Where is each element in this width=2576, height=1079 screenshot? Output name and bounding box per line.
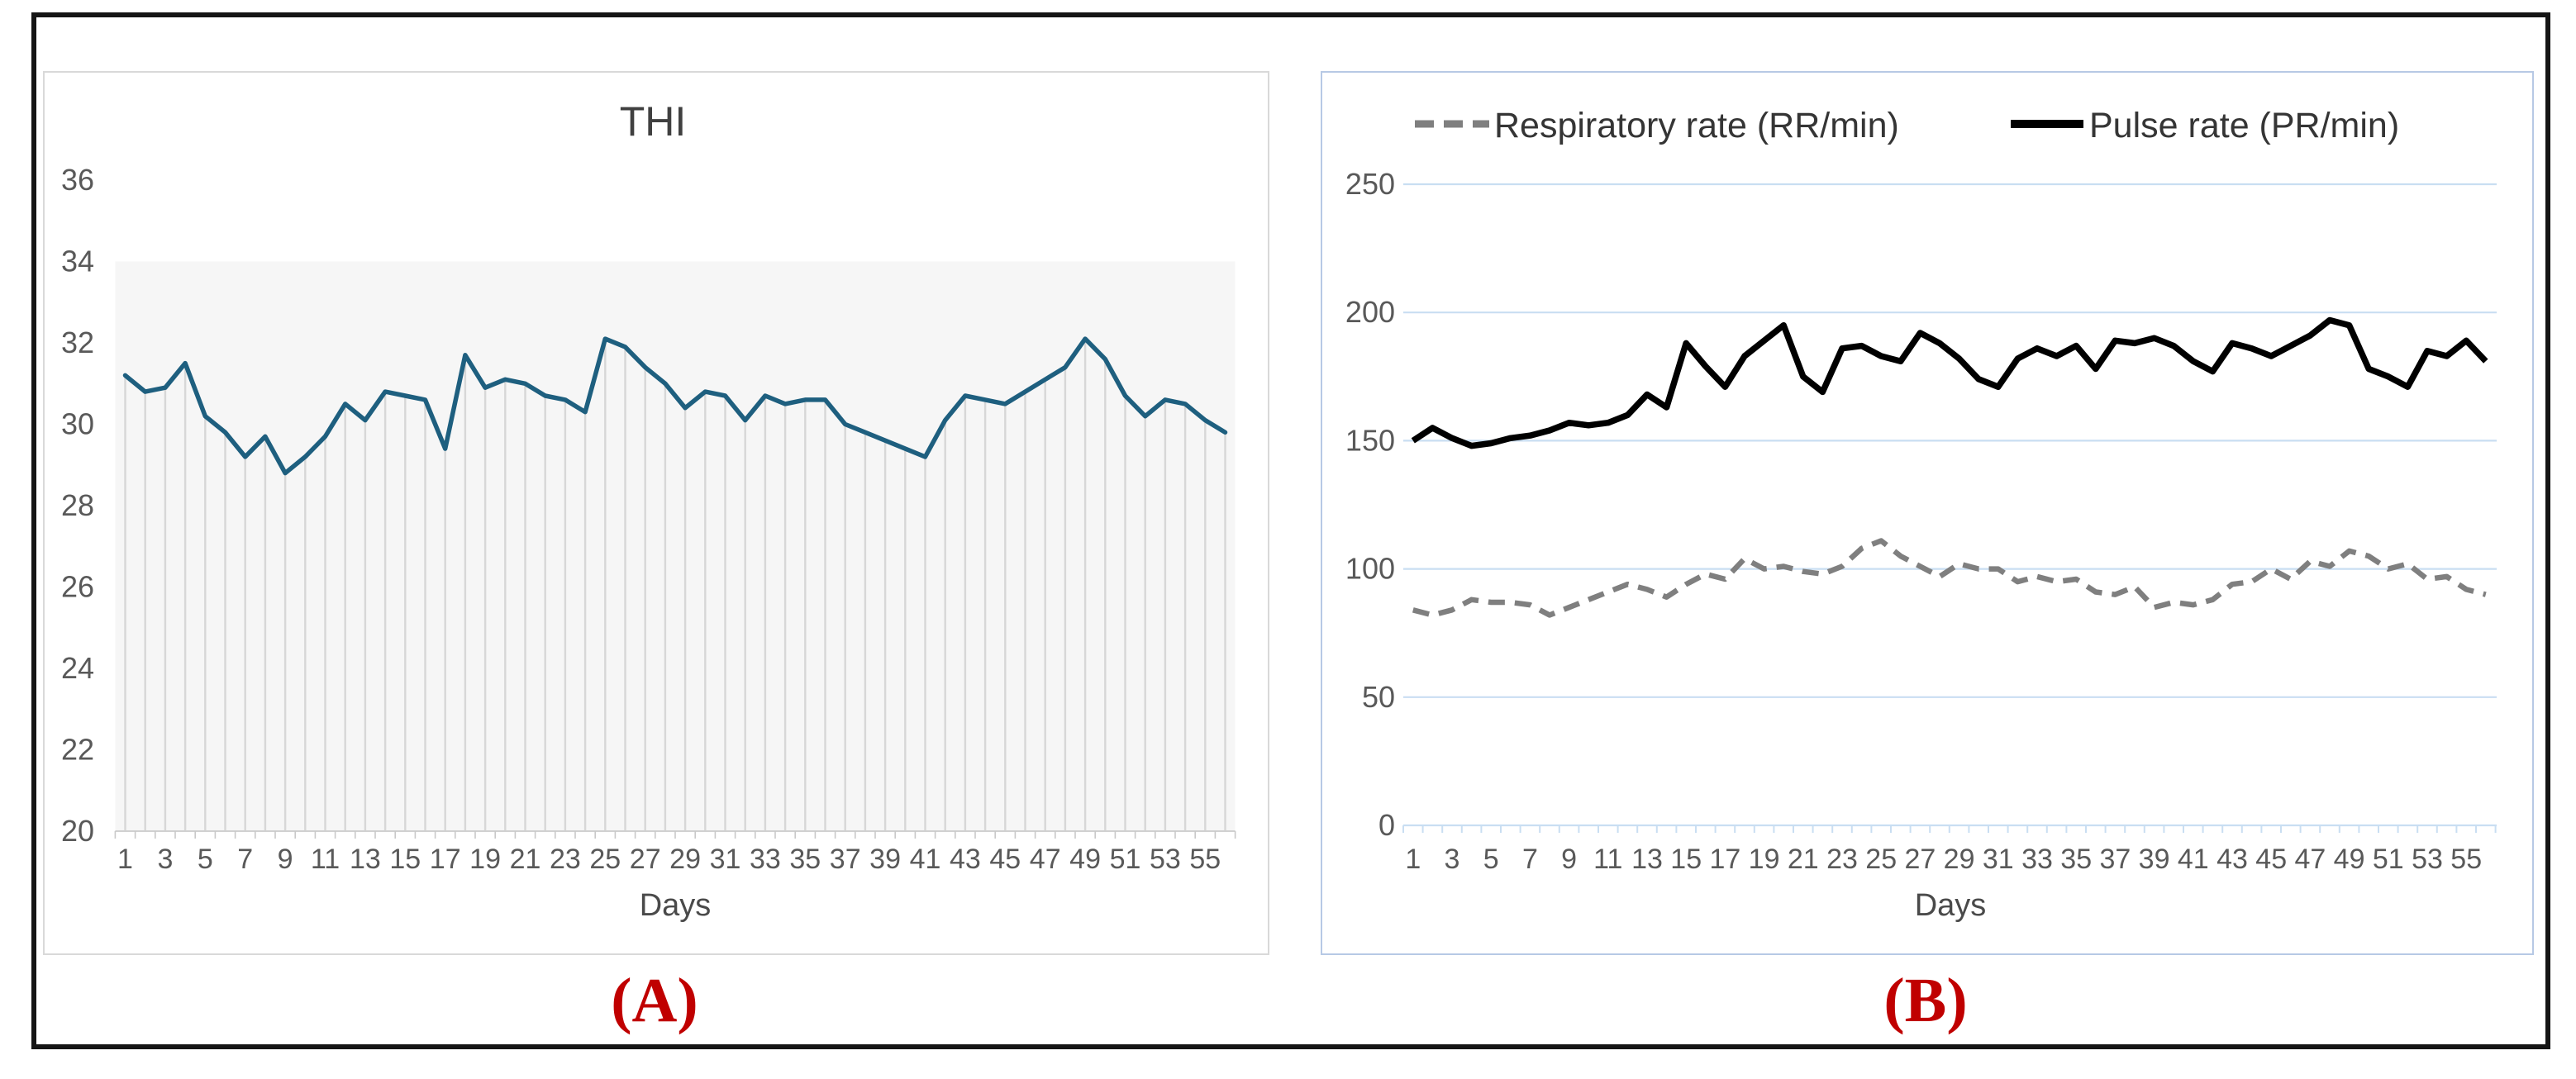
svg-text:45: 45 — [989, 844, 1021, 875]
svg-text:20: 20 — [61, 814, 94, 848]
svg-text:21: 21 — [510, 844, 541, 875]
svg-text:7: 7 — [1522, 844, 1538, 875]
svg-text:1: 1 — [117, 844, 133, 875]
svg-text:11: 11 — [311, 844, 340, 875]
svg-text:11: 11 — [1593, 844, 1622, 875]
svg-text:47: 47 — [2294, 844, 2326, 875]
svg-text:32: 32 — [61, 326, 94, 359]
svg-text:51: 51 — [1110, 844, 1141, 875]
x-axis-labels: 1 3 5 7 9 11 13 15 17 19 21 23 25 27 29 31 33 35 37 39 41 43 4… — [1405, 844, 2482, 875]
pulse-rate-line — [1411, 316, 2488, 449]
svg-text:19: 19 — [1749, 844, 1780, 875]
svg-text:17: 17 — [430, 844, 461, 875]
x-axis-labels: 1 3 5 7 9 11 13 15 17 19 21 23 25 27 29 31 33 35 37 39 41 43 4… — [117, 844, 1221, 875]
svg-text:43: 43 — [950, 844, 981, 875]
svg-text:45: 45 — [2255, 844, 2287, 875]
svg-text:100: 100 — [1345, 552, 1395, 586]
svg-text:41: 41 — [910, 844, 941, 875]
plot-band — [115, 261, 1236, 831]
svg-text:27: 27 — [630, 844, 661, 875]
svg-text:17: 17 — [1709, 844, 1740, 875]
svg-text:30: 30 — [61, 407, 94, 441]
svg-text:21: 21 — [1788, 844, 1819, 875]
caption-a: (A) — [611, 966, 698, 1035]
y-axis-labels: 250 200 150 100 50 0 — [1345, 167, 1395, 842]
svg-text:55: 55 — [2450, 844, 2482, 875]
svg-text:7: 7 — [237, 844, 253, 875]
svg-text:53: 53 — [2412, 844, 2443, 875]
svg-text:25: 25 — [589, 844, 621, 875]
svg-text:9: 9 — [1561, 844, 1577, 875]
legend-respiratory-label: Respiratory rate (RR/min) — [1494, 106, 1899, 145]
svg-text:41: 41 — [2178, 844, 2209, 875]
svg-text:39: 39 — [869, 844, 901, 875]
chart-a-title: THI — [620, 98, 687, 145]
svg-text:33: 33 — [750, 844, 781, 875]
horizontal-gridlines — [1403, 183, 2497, 827]
svg-text:0: 0 — [1378, 808, 1395, 842]
svg-text:50: 50 — [1362, 680, 1395, 714]
legend-pulse-label: Pulse rate (PR/min) — [2089, 106, 2399, 145]
svg-text:49: 49 — [2334, 844, 2365, 875]
x-axis-ticks — [114, 831, 1236, 839]
vitals-chart-panel: 250 200 150 100 50 0 1 3 5 7 9 11 13 15 17 19 21 23 25 27 29… — [1321, 71, 2534, 955]
svg-text:19: 19 — [469, 844, 501, 875]
svg-text:55: 55 — [1189, 844, 1221, 875]
svg-text:250: 250 — [1345, 167, 1395, 201]
svg-text:29: 29 — [669, 844, 701, 875]
vitals-legend: Respiratory rate (RR/min) Pulse rate (PR… — [1415, 106, 2399, 145]
svg-text:3: 3 — [1445, 844, 1460, 875]
chart-a-x-axis-title: Days — [640, 888, 712, 923]
svg-text:49: 49 — [1069, 844, 1101, 875]
svg-text:36: 36 — [61, 163, 94, 197]
svg-text:24: 24 — [61, 651, 94, 685]
svg-text:1: 1 — [1405, 844, 1421, 875]
svg-text:23: 23 — [550, 844, 581, 875]
svg-text:31: 31 — [710, 844, 741, 875]
svg-text:53: 53 — [1150, 844, 1181, 875]
svg-text:26: 26 — [61, 570, 94, 604]
thi-chart-panel: THI 36 34 32 30 28 26 24 22 20 1 3 5 7 9 11 13 15 17 19 21 2… — [43, 71, 1269, 955]
svg-text:22: 22 — [61, 733, 94, 767]
svg-text:31: 31 — [1983, 844, 2014, 875]
svg-text:43: 43 — [2217, 844, 2248, 875]
svg-text:35: 35 — [789, 844, 821, 875]
svg-text:29: 29 — [1944, 844, 1975, 875]
thi-series-line — [122, 336, 1228, 476]
drop-lines — [124, 339, 1226, 831]
svg-text:3: 3 — [157, 844, 173, 875]
svg-text:27: 27 — [1904, 844, 1936, 875]
x-axis-ticks — [1402, 825, 2497, 833]
svg-text:5: 5 — [198, 844, 213, 875]
caption-b: (B) — [1883, 966, 1968, 1035]
chart-b-x-axis-title: Days — [1915, 888, 1987, 923]
svg-text:13: 13 — [350, 844, 381, 875]
svg-text:5: 5 — [1483, 844, 1499, 875]
svg-text:15: 15 — [1670, 844, 1702, 875]
svg-text:13: 13 — [1631, 844, 1663, 875]
svg-text:15: 15 — [389, 844, 421, 875]
svg-text:47: 47 — [1030, 844, 1061, 875]
svg-text:23: 23 — [1826, 844, 1858, 875]
svg-text:9: 9 — [278, 844, 293, 875]
svg-text:51: 51 — [2373, 844, 2404, 875]
svg-text:37: 37 — [830, 844, 861, 875]
svg-text:39: 39 — [2139, 844, 2170, 875]
svg-text:200: 200 — [1345, 295, 1395, 329]
svg-text:25: 25 — [1865, 844, 1897, 875]
svg-text:28: 28 — [61, 488, 94, 522]
svg-text:35: 35 — [2060, 844, 2092, 875]
respiratory-rate-line — [1412, 538, 2487, 618]
y-axis-labels: 36 34 32 30 28 26 24 22 20 — [61, 163, 94, 848]
svg-text:33: 33 — [2021, 844, 2053, 875]
svg-text:37: 37 — [2099, 844, 2131, 875]
svg-text:150: 150 — [1345, 423, 1395, 457]
svg-text:34: 34 — [61, 245, 94, 278]
